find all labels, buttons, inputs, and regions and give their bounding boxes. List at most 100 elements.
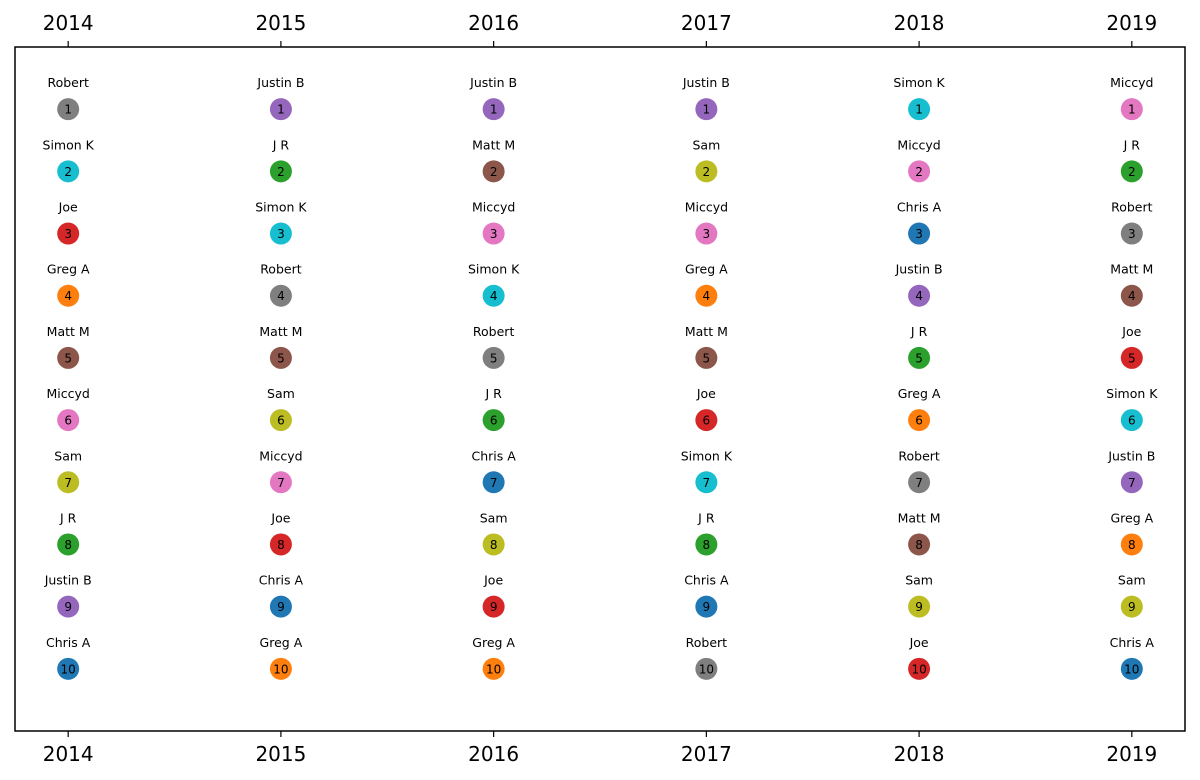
rank-marker xyxy=(269,98,292,121)
player-name-label: Justin B xyxy=(1107,448,1155,463)
bottom-tick-label: 2015 xyxy=(255,742,306,766)
rank-number-label: 2 xyxy=(490,165,498,179)
player-name-label: Miccyd xyxy=(685,200,728,215)
rank-marker xyxy=(482,98,505,121)
player-name-label: Chris A xyxy=(46,635,91,650)
player-name-label: Matt M xyxy=(259,324,302,339)
player-name-label: Joe xyxy=(909,635,929,650)
player-name-label: Justin B xyxy=(895,262,943,277)
player-name-label: Chris A xyxy=(684,573,729,588)
rank-number-label: 1 xyxy=(490,103,498,117)
player-name-label: Greg A xyxy=(1110,510,1153,525)
rank-marker xyxy=(482,533,505,556)
player-name-label: Justin B xyxy=(469,75,517,90)
rank-marker xyxy=(695,595,718,618)
player-name-label: Justin B xyxy=(44,573,92,588)
rank-number-label: 3 xyxy=(277,227,285,241)
top-tick-label: 2017 xyxy=(681,11,732,35)
rank-marker xyxy=(695,284,718,307)
player-name-label: Joe xyxy=(483,573,503,588)
rank-marker xyxy=(1120,346,1143,369)
player-name-label: Simon K xyxy=(893,75,945,90)
rank-number-label: 10 xyxy=(61,662,76,676)
rank-number-label: 7 xyxy=(915,476,923,490)
player-name-label: Justin B xyxy=(682,75,730,90)
player-name-label: Joe xyxy=(270,510,290,525)
rank-number-label: 9 xyxy=(277,600,285,614)
player-name-label: Joe xyxy=(1121,324,1141,339)
rank-marker xyxy=(57,160,80,183)
top-tick-label: 2016 xyxy=(468,11,519,35)
rank-marker xyxy=(57,471,80,494)
player-name-label: Sam xyxy=(1118,573,1146,588)
player-name-label: Chris A xyxy=(471,448,516,463)
rank-number-label: 5 xyxy=(277,351,285,365)
rank-marker xyxy=(57,657,80,680)
bottom-tick-label: 2018 xyxy=(894,742,945,766)
player-name-label: J R xyxy=(59,510,77,525)
top-tick-label: 2018 xyxy=(894,11,945,35)
player-name-label: Simon K xyxy=(255,200,307,215)
top-axis: 2014 2015 2016 2017 2018 2019 xyxy=(43,11,1157,47)
rank-marker xyxy=(908,284,931,307)
player-name-label: J R xyxy=(484,386,502,401)
top-tick-label: 2019 xyxy=(1106,11,1157,35)
rank-number-label: 5 xyxy=(64,351,72,365)
rank-marker xyxy=(482,222,505,245)
rank-number-label: 4 xyxy=(915,289,923,303)
rank-marker xyxy=(695,409,718,432)
rank-marker xyxy=(1120,657,1143,680)
rank-marker xyxy=(269,160,292,183)
player-name-label: Miccyd xyxy=(472,200,515,215)
rank-marker xyxy=(695,657,718,680)
rank-number-label: 2 xyxy=(1128,165,1136,179)
rank-number-label: 8 xyxy=(64,538,72,552)
rank-number-label: 10 xyxy=(1124,662,1139,676)
player-name-label: Greg A xyxy=(47,262,90,277)
rank-marker xyxy=(482,471,505,494)
rank-number-label: 9 xyxy=(490,600,498,614)
rank-marker xyxy=(269,657,292,680)
rank-marker xyxy=(57,409,80,432)
bottom-axis: 2014 2015 2016 2017 2018 2019 xyxy=(43,731,1157,766)
rank-marker xyxy=(695,160,718,183)
rank-number-label: 6 xyxy=(915,414,923,428)
bottom-tick-label: 2019 xyxy=(1106,742,1157,766)
rank-marker xyxy=(269,346,292,369)
rank-marker xyxy=(269,533,292,556)
rank-number-label: 9 xyxy=(915,600,923,614)
rank-number-label: 2 xyxy=(703,165,711,179)
rank-number-label: 1 xyxy=(277,103,285,117)
player-name-label: Miccyd xyxy=(1110,75,1153,90)
player-name-label: Simon K xyxy=(468,262,520,277)
rank-number-label: 3 xyxy=(915,227,923,241)
rank-number-label: 8 xyxy=(703,538,711,552)
rank-number-label: 2 xyxy=(915,165,923,179)
rank-number-label: 5 xyxy=(490,351,498,365)
player-name-label: J R xyxy=(910,324,928,339)
player-name-label: Chris A xyxy=(259,573,304,588)
player-name-label: Chris A xyxy=(1110,635,1155,650)
player-name-label: J R xyxy=(1123,137,1141,152)
player-name-label: Matt M xyxy=(1110,262,1153,277)
rank-marker xyxy=(57,284,80,307)
rank-number-label: 1 xyxy=(703,103,711,117)
player-name-label: Robert xyxy=(1111,200,1153,215)
rank-marker xyxy=(1120,284,1143,307)
rank-number-label: 3 xyxy=(1128,227,1136,241)
rank-number-label: 4 xyxy=(703,289,711,303)
rank-marker xyxy=(1120,471,1143,494)
rank-marker xyxy=(269,595,292,618)
rank-marker xyxy=(57,595,80,618)
player-name-label: Matt M xyxy=(47,324,90,339)
rank-marker xyxy=(1120,222,1143,245)
rank-marker xyxy=(695,533,718,556)
rank-marker xyxy=(695,98,718,121)
rank-number-label: 8 xyxy=(490,538,498,552)
rank-number-label: 8 xyxy=(915,538,923,552)
rank-marker xyxy=(482,595,505,618)
rank-marker xyxy=(695,222,718,245)
player-name-label: Robert xyxy=(473,324,515,339)
rank-number-label: 1 xyxy=(915,103,923,117)
